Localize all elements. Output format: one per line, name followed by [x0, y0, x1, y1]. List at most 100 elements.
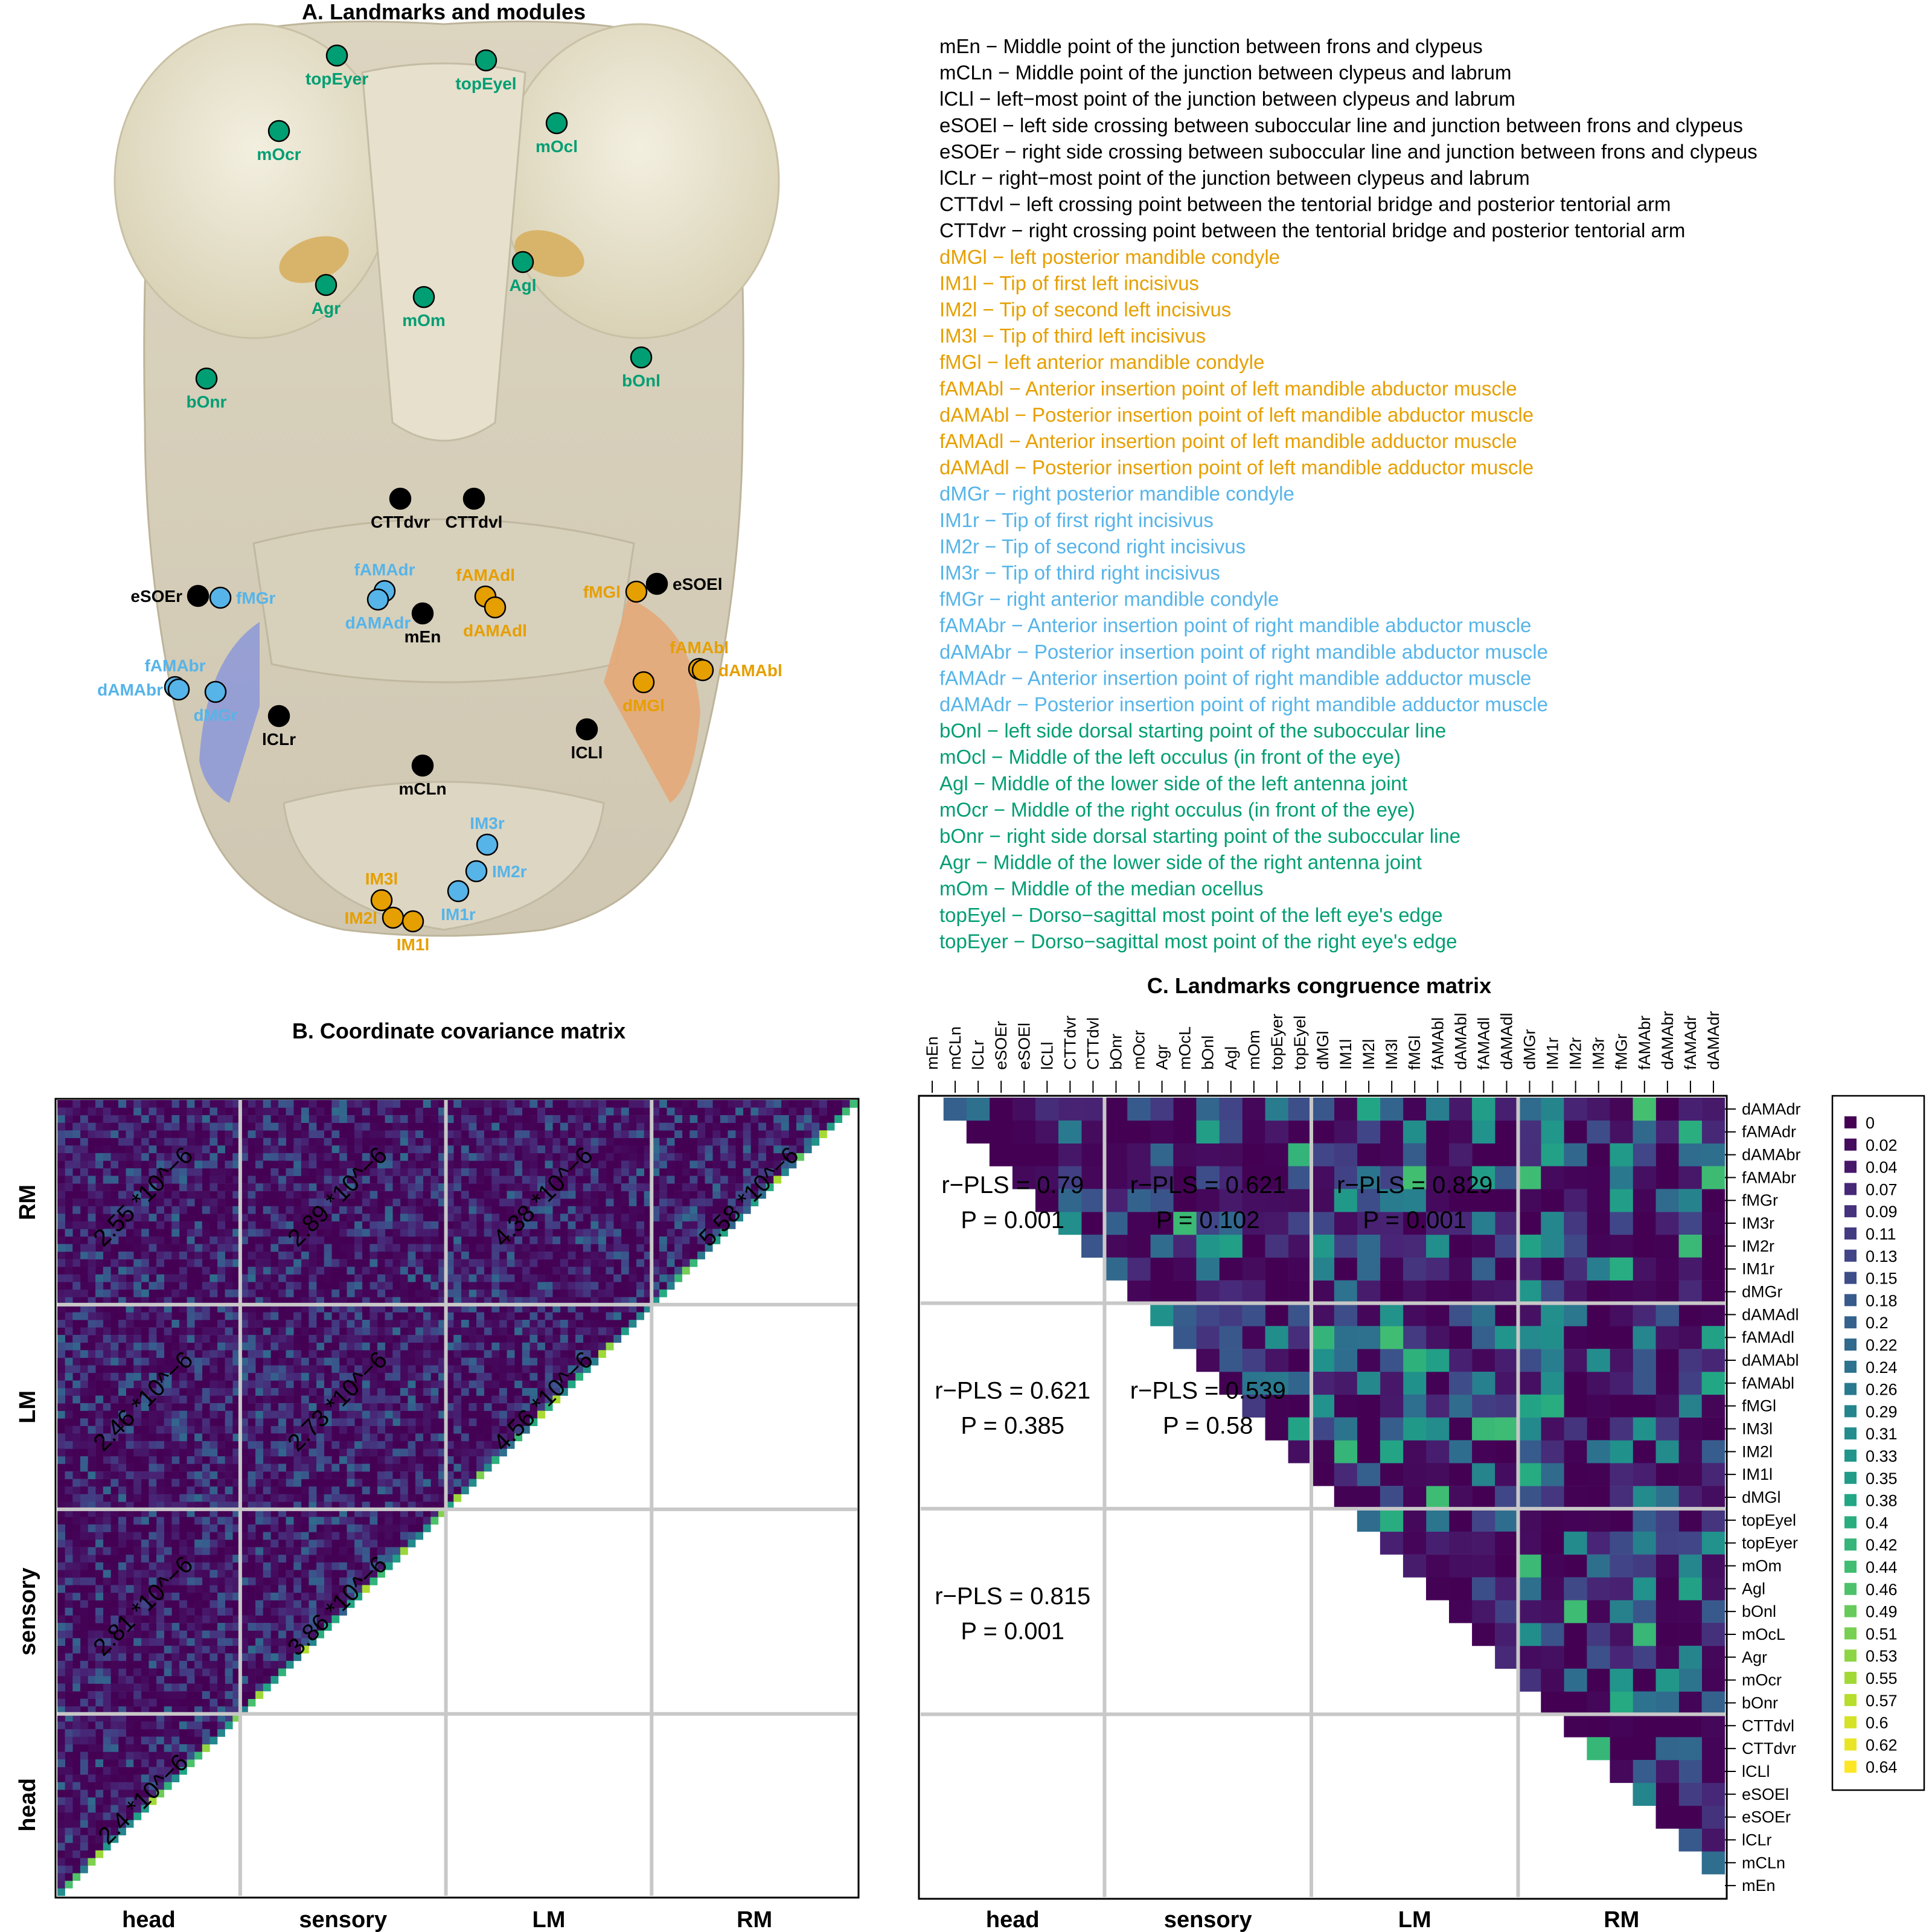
congruence-cell [1495, 1280, 1518, 1303]
covariance-cell [103, 1843, 111, 1850]
congruence-cell [1058, 1212, 1564, 1395]
congruence-cell [1357, 1120, 1518, 1258]
congruence-cell [1564, 1440, 1679, 1555]
covariance-cell [164, 1782, 172, 1790]
congruence-cell [1265, 1098, 1404, 1212]
covariance-cell [110, 1835, 119, 1843]
colorbar-label: 0.31 [1866, 1425, 1898, 1443]
landmark-label: eSOEr [130, 587, 182, 606]
congruence-cell [1518, 1326, 1541, 1349]
congruence-cell [1242, 1280, 1265, 1303]
column-label: IM1l [1337, 1039, 1355, 1070]
colorbar-swatch [1844, 1716, 1857, 1729]
landmark-label: topEyel [455, 74, 516, 93]
colorbar-label: 0.02 [1866, 1136, 1898, 1154]
p-value-label: P = 0.001 [961, 1618, 1064, 1645]
legend-entry: IM1l − Tip of first left incisivus [939, 272, 1199, 294]
clypeus-region [252, 518, 635, 683]
congruence-cell [1196, 1166, 1541, 1372]
congruence-cell [1425, 1166, 1564, 1212]
landmark-marker [630, 346, 653, 369]
congruence-cell [1678, 1668, 1702, 1692]
legend-entry: bOnl − left side dorsal starting point o… [939, 720, 1446, 742]
landmark-IM1l: IM1l [397, 910, 429, 954]
landmark-label: IM2r [492, 862, 527, 881]
congruence-cell [1472, 1098, 1495, 1121]
covariance-cell [156, 1790, 164, 1798]
column-label: dMGl [1314, 1031, 1332, 1070]
colorbar-label: 0.53 [1866, 1647, 1898, 1665]
landmark-marker [204, 680, 227, 703]
colorbar-label: 0.33 [1866, 1447, 1898, 1465]
x-tick-label: head [122, 1907, 176, 1932]
landmark-marker [545, 112, 568, 135]
covariance-cell [369, 1577, 378, 1585]
legend-entry: eSOEl − left side crossing between suboc… [939, 114, 1743, 136]
landmark-topEyer: topEyer [305, 44, 368, 88]
row-label: Agr [1742, 1648, 1767, 1666]
landmark-IM3l: IM3l [365, 869, 398, 912]
row-label: mOcr [1742, 1671, 1782, 1689]
landmark-IM1r: IM1r [441, 880, 476, 924]
covariance-axis-labels: head sensory LM RM head sensory LM RM [15, 1185, 772, 1932]
colorbar-label: 0.62 [1866, 1736, 1898, 1754]
congruence-cell [1518, 1234, 1725, 1349]
legend-entry: IM2l − Tip of second left incisivus [939, 298, 1231, 321]
row-label: IM3r [1742, 1214, 1774, 1232]
landmark-marker [476, 833, 499, 856]
panel-b: B. Coordinate covariance matrix 2.55 *10… [15, 1019, 860, 1932]
colorbar-swatch [1844, 1605, 1857, 1617]
landmark-label: mOcr [257, 145, 301, 164]
congruence-cell [1518, 1120, 1541, 1144]
landmark-dAMAbl: dAMAbl [691, 659, 782, 682]
colorbar-label: 0.51 [1866, 1625, 1898, 1643]
congruence-cell [1403, 1189, 1495, 1395]
legend-entry: CTTdvr − right crossing point between th… [939, 219, 1685, 242]
congruence-cell [1472, 1234, 1702, 1441]
column-label: fAMAdr [1681, 1016, 1700, 1070]
colorbar-swatch [1844, 1582, 1857, 1595]
covariance-module-grid [57, 1100, 857, 1896]
landmark-Agl: Agl [509, 251, 537, 295]
landmark-Agr: Agr [312, 273, 341, 318]
congruence-cell [1334, 1417, 1358, 1441]
column-label: dMGr [1521, 1029, 1539, 1070]
covariance-cell [560, 1387, 568, 1396]
congruence-cell [1518, 1143, 1725, 1601]
landmark-bOnl: bOnl [622, 346, 661, 390]
congruence-cell [1311, 1440, 1335, 1463]
congruence-cell [1701, 1166, 1725, 1189]
colorbar-swatch [1844, 1672, 1857, 1684]
row-label: mOcL [1742, 1625, 1785, 1643]
colorbar-swatch [1844, 1183, 1857, 1195]
congruence-cell [1678, 1760, 1702, 1783]
covariance-cell [255, 1691, 264, 1699]
colorbar-swatch [1844, 1205, 1857, 1218]
congruence-cell [1265, 1234, 1288, 1258]
legend-entry: mCLn − Middle point of the junction betw… [939, 62, 1511, 84]
y-tick-label: RM [15, 1185, 40, 1220]
congruence-cell [1541, 1417, 1564, 1441]
congruence-cell [1518, 1463, 1541, 1486]
congruence-cell [1127, 1098, 1151, 1121]
congruence-cell [1311, 1257, 1335, 1281]
colorbar-swatch [1844, 1649, 1857, 1662]
covariance-cell [65, 1153, 721, 1585]
congruence-cell [1288, 1098, 1311, 1121]
legend-entry: fMGr − right anterior mandible condyle [939, 588, 1279, 610]
congruence-cell [1518, 1120, 1564, 1303]
congruence-cell [1334, 1303, 1495, 1349]
congruence-cell [1334, 1440, 1358, 1463]
legend-entry: fAMAdr − Anterior insertion point of rig… [939, 667, 1531, 689]
legend-entry: mOm − Middle of the median ocellus [939, 877, 1264, 900]
congruence-cell [1242, 1303, 1265, 1326]
congruence-cell [1058, 1120, 1082, 1144]
colorbar-label: 0.6 [1866, 1714, 1889, 1732]
colorbar-label: 0.42 [1866, 1536, 1898, 1554]
covariance-cell [57, 1888, 65, 1896]
covariance-cell [796, 1153, 804, 1161]
congruence-cell [1610, 1143, 1633, 1166]
covariance-cell [194, 1751, 203, 1760]
column-label: IM2l [1360, 1039, 1378, 1070]
